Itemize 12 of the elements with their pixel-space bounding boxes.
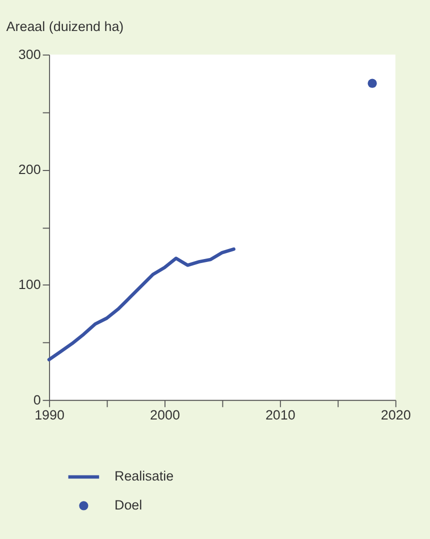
x-tick-label: 2000	[150, 408, 180, 423]
legend-label: Doel	[114, 498, 142, 513]
line-series	[47, 247, 236, 362]
y-tick-label: 0	[33, 392, 41, 408]
y-tick-label: 300	[18, 46, 41, 62]
y-tick-label: 100	[18, 277, 41, 292]
legend-label: Realisatie	[114, 468, 174, 484]
x-tick-label: 1990	[34, 408, 65, 423]
x-tick-label: 2010	[265, 408, 296, 423]
y-axis-title: Areaal (duizend ha)	[6, 19, 124, 34]
x-tick-label: 2020	[380, 408, 411, 423]
y-tick-label: 200	[18, 162, 41, 178]
